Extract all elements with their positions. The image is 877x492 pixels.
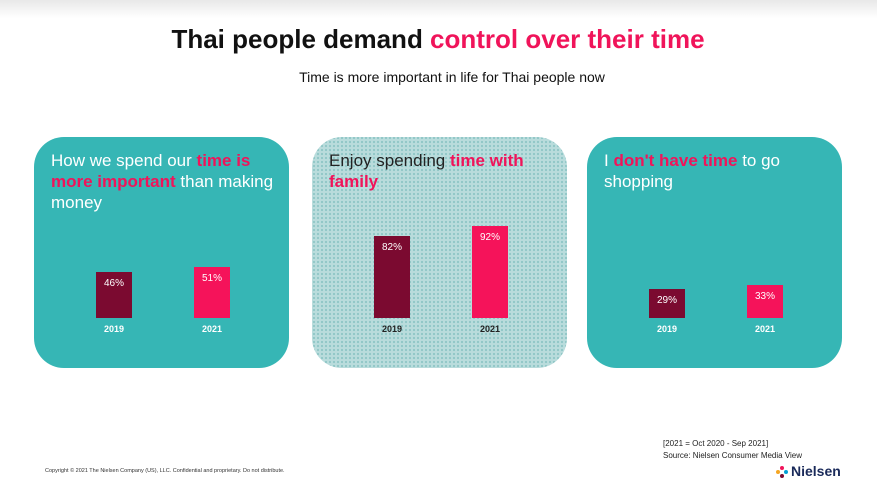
title-part: time with family [329,151,524,191]
x-tick-label: 2021 [202,324,222,334]
value-label: 29% [657,295,677,306]
panel-title: I don't have time to go shopping [604,150,829,192]
bar [374,236,410,318]
title-part: How we spend our [51,151,197,170]
title-part: than making money [51,172,274,212]
copyright: Copyright © 2021 The Nielsen Company (US… [45,467,285,474]
panel-title: How we spend our time is more important … [51,150,276,213]
title-part: Enjoy spending [329,151,450,170]
title-part: to go shopping [604,151,781,191]
note: [2021 = Oct 2020 - Sep 2021] [663,439,768,448]
title-part: time is more important [51,151,251,191]
bar [472,226,508,318]
subtitle: Time is more important in life for Thai … [299,69,606,85]
page-title: Thai people demand control over their ti… [171,24,704,54]
x-tick-label: 2019 [104,324,124,334]
bar [96,272,132,318]
value-label: 82% [382,242,402,253]
title-part: don't have time [613,151,738,170]
bar [649,289,685,318]
x-tick-label: 2021 [480,324,500,334]
logo-icon [776,466,788,478]
value-label: 33% [755,291,775,302]
value-label: 92% [480,232,500,243]
x-tick-label: 2019 [382,324,402,334]
x-tick-label: 2021 [755,324,775,334]
title-part: Thai people demand [171,24,430,54]
panel-title: Enjoy spending time with family [329,150,554,192]
source: Source: Nielsen Consumer Media View [663,451,802,460]
bar [747,285,783,318]
logo: Nielsen [791,463,841,479]
value-label: 46% [104,278,124,289]
title-part: I [604,151,614,170]
title-part: control over their time [430,24,705,54]
bar [194,267,230,318]
x-tick-label: 2019 [657,324,677,334]
value-label: 51% [202,273,222,284]
